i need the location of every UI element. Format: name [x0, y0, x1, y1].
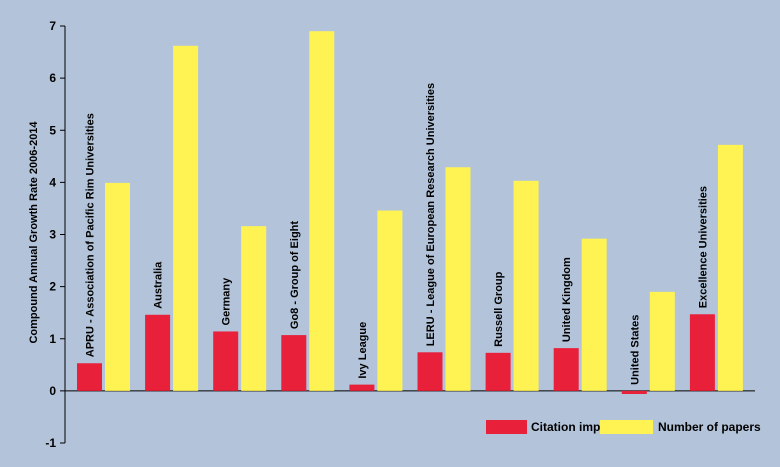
- legend-label-number-of-papers: Number of papers: [658, 420, 761, 434]
- bar-number-of-papers: [649, 291, 675, 391]
- category-label: Ivy League: [357, 322, 369, 379]
- bar-citation-impact: [553, 348, 579, 391]
- legend-label-citation-impact: Citation impact: [531, 420, 618, 434]
- category-label: Russell Group: [493, 271, 505, 346]
- bar-citation-impact: [485, 352, 511, 391]
- bar-citation-impact: [621, 390, 647, 395]
- category-label: Germany: [221, 277, 233, 326]
- bar-number-of-papers: [581, 238, 607, 391]
- bar-number-of-papers: [513, 180, 539, 391]
- bar-number-of-papers: [309, 31, 335, 391]
- bars: [77, 31, 743, 395]
- y-tick-label: 7: [49, 19, 56, 33]
- bar-citation-impact: [417, 352, 443, 391]
- y-tick-label: 3: [49, 228, 56, 242]
- bar-number-of-papers: [105, 182, 130, 391]
- bar-citation-impact: [213, 331, 239, 391]
- y-tick-label: 6: [49, 71, 56, 85]
- legend-swatch-number-of-papers: [600, 420, 653, 434]
- bar-citation-impact: [349, 384, 375, 391]
- legend-swatch-citation-impact: [486, 420, 527, 434]
- y-tick-label: -1: [45, 436, 56, 450]
- bar-number-of-papers: [445, 167, 471, 391]
- bar-number-of-papers: [717, 144, 743, 391]
- y-tick-label: 1: [49, 332, 56, 346]
- bar-number-of-papers: [241, 226, 267, 391]
- category-label: Go8 - Group of Eight: [289, 221, 301, 329]
- category-label: Australia: [153, 261, 165, 309]
- y-tick-label: 4: [49, 175, 56, 189]
- y-axis-title: Compound Annual Growth Rate 2006-2014: [28, 121, 40, 344]
- category-label: APRU - Association of Pacific Rim Univer…: [85, 113, 97, 357]
- bar-number-of-papers: [377, 210, 403, 391]
- bar-citation-impact: [77, 363, 102, 391]
- y-tick-label: 5: [49, 123, 56, 137]
- legend: Citation impact Number of papers: [486, 420, 761, 434]
- y-tick-label: 0: [49, 384, 56, 398]
- bar-citation-impact: [145, 314, 171, 391]
- category-label: United States: [629, 315, 641, 385]
- bar-citation-impact: [281, 335, 307, 391]
- category-label: United Kingdom: [561, 257, 573, 342]
- category-label: LERU - League of European Research Unive…: [425, 83, 437, 346]
- bar-number-of-papers: [173, 45, 199, 391]
- y-tick-label: 2: [49, 280, 56, 294]
- bar-citation-impact: [689, 314, 715, 391]
- category-label: Excellence Universities: [697, 186, 709, 308]
- category-labels: APRU - Association of Pacific Rim Univer…: [85, 83, 710, 385]
